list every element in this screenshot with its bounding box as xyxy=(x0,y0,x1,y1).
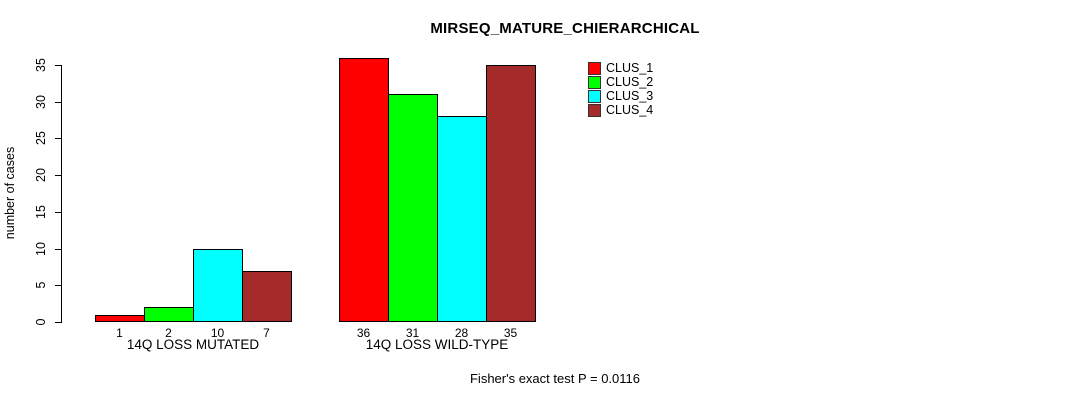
bar xyxy=(144,307,194,322)
legend-label: CLUS_3 xyxy=(606,89,654,103)
y-tick-label: 15 xyxy=(34,205,48,219)
y-axis-tick xyxy=(55,138,62,139)
y-axis-tick xyxy=(55,102,62,103)
y-tick-label: 20 xyxy=(34,168,48,182)
bar-value-label: 36 xyxy=(356,326,371,340)
legend-swatch xyxy=(588,76,601,89)
bar xyxy=(193,249,243,322)
y-axis-line xyxy=(61,65,62,323)
legend-label: CLUS_4 xyxy=(606,103,654,117)
legend-swatch xyxy=(588,104,601,117)
bar xyxy=(388,94,438,322)
legend-swatch xyxy=(588,90,601,103)
y-tick-label: 5 xyxy=(34,281,48,289)
category-label: 14Q LOSS MUTATED xyxy=(126,337,260,352)
bar-value-label: 1 xyxy=(116,326,123,340)
y-axis-tick xyxy=(55,175,62,176)
y-tick-label: 35 xyxy=(34,58,48,72)
y-axis-tick xyxy=(55,212,62,213)
bar xyxy=(242,271,292,322)
legend-label: CLUS_2 xyxy=(606,75,654,89)
legend-label: CLUS_1 xyxy=(606,61,654,75)
y-axis-label: number of cases xyxy=(3,146,17,240)
y-axis-tick xyxy=(55,249,62,250)
bar xyxy=(339,58,389,322)
y-axis-tick xyxy=(55,65,62,66)
bar-value-label: 10 xyxy=(210,326,225,340)
bar-value-label: 31 xyxy=(405,326,420,340)
bar-value-label: 28 xyxy=(454,326,469,340)
y-axis-tick xyxy=(55,322,62,323)
annotation-text: Fisher's exact test P = 0.0116 xyxy=(469,371,640,386)
y-tick-label: 30 xyxy=(34,95,48,109)
category-label: 14Q LOSS WILD-TYPE xyxy=(365,337,509,352)
bar xyxy=(95,315,145,322)
y-tick-label: 25 xyxy=(34,131,48,145)
y-axis-tick xyxy=(55,285,62,286)
legend-swatch xyxy=(588,62,601,75)
chart-title: MIRSEQ_MATURE_CHIERARCHICAL xyxy=(430,20,700,37)
y-tick-label: 0 xyxy=(34,318,48,326)
y-tick-label: 10 xyxy=(34,242,48,256)
bar-value-label: 35 xyxy=(503,326,518,340)
bar xyxy=(437,116,487,322)
bar xyxy=(486,65,536,322)
bar-value-label: 7 xyxy=(263,326,270,340)
bar-value-label: 2 xyxy=(165,326,172,340)
